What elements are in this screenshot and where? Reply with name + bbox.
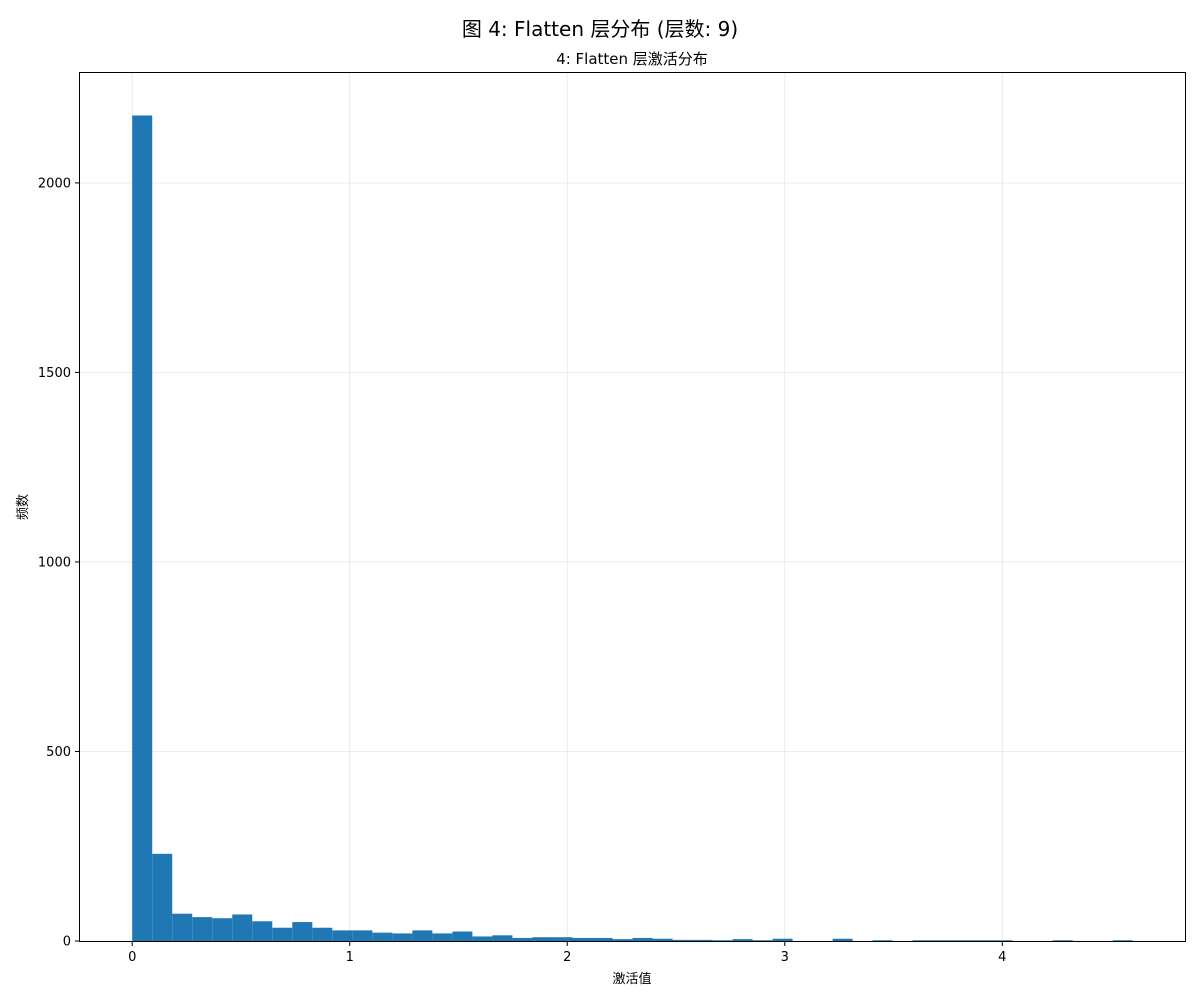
x-tick-label: 1: [346, 950, 354, 965]
histogram-bar: [1112, 940, 1133, 941]
x-axis-label: 激活值: [612, 971, 651, 987]
histogram-bar: [312, 927, 333, 941]
histogram-bar: [212, 918, 233, 941]
y-axis-ticks: 0 500 1000 1500 2000: [38, 176, 80, 950]
y-tick-label: 2000: [38, 176, 71, 191]
x-axis-ticks: 0 1 2 3 4: [128, 941, 1006, 965]
histogram-bar: [292, 922, 313, 941]
histogram-bar: [672, 939, 693, 941]
histogram-bar: [152, 853, 173, 941]
histogram-bar: [132, 115, 153, 942]
histogram-bar: [612, 939, 633, 941]
histogram-bar: [252, 921, 273, 941]
histogram-bar: [972, 940, 993, 941]
histogram-bar: [412, 930, 433, 941]
y-tick-label: 500: [46, 745, 71, 760]
histogram-bar: [992, 940, 1013, 941]
plot-frame: [79, 72, 1186, 942]
histogram-bars: [132, 115, 1133, 942]
histogram-bar: [552, 937, 573, 941]
x-tick-label: 2: [563, 950, 571, 965]
histogram-bar: [352, 930, 373, 941]
histogram-bar: [572, 937, 593, 941]
histogram-bar: [912, 940, 933, 941]
histogram-bar: [952, 940, 973, 941]
histogram-bar: [592, 937, 613, 941]
histogram-bar: [452, 931, 473, 941]
histogram-bar: [472, 936, 493, 941]
chart-title: 4: Flatten 层激活分布: [556, 50, 708, 68]
histogram-bar: [832, 938, 853, 941]
y-tick-label: 0: [63, 935, 71, 950]
histogram-bar: [172, 913, 193, 941]
y-tick-label: 1000: [38, 555, 71, 570]
histogram-bar: [392, 933, 413, 941]
histogram-bar: [492, 935, 513, 941]
x-tick-label: 0: [128, 950, 136, 965]
x-tick-label: 4: [998, 950, 1006, 965]
grid-lines: [80, 73, 1185, 942]
histogram-bar: [772, 938, 793, 941]
histogram-bar: [332, 930, 353, 941]
histogram-bar: [512, 937, 533, 941]
histogram-bar: [192, 917, 213, 941]
histogram-bar: [232, 914, 253, 941]
histogram-bar: [932, 940, 953, 941]
chart-suptitle: 图 4: Flatten 层分布 (层数: 9): [462, 17, 738, 41]
histogram-bar: [372, 932, 393, 941]
histogram-bar: [692, 939, 713, 941]
histogram-bar: [652, 938, 673, 941]
histogram-bar: [632, 937, 653, 941]
y-tick-label: 1500: [38, 366, 71, 381]
y-axis-label: 频数: [16, 494, 31, 520]
histogram-bar: [752, 940, 773, 941]
histogram-bar: [1052, 940, 1073, 941]
histogram-bar: [532, 937, 553, 941]
x-tick-label: 3: [781, 950, 789, 965]
histogram-bar: [712, 940, 733, 941]
histogram-bar: [872, 940, 893, 941]
histogram-bar: [272, 927, 293, 941]
histogram-bar: [432, 933, 453, 941]
histogram-bar: [732, 939, 753, 941]
